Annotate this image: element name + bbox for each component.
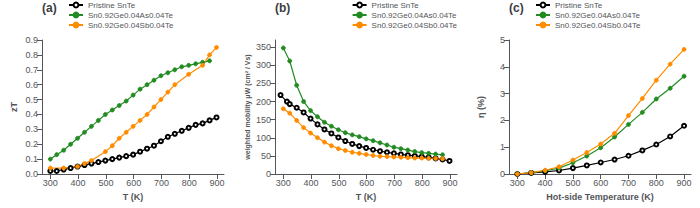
- svg-text:zT: zT: [9, 102, 19, 113]
- svg-text:600: 600: [359, 178, 374, 188]
- svg-text:Sn0.92Ge0.04Sb0.04Te: Sn0.92Ge0.04Sb0.04Te: [555, 21, 641, 30]
- svg-text:600: 600: [126, 178, 141, 188]
- svg-text:800: 800: [415, 178, 430, 188]
- svg-text:Sn0.92Ge0.04As0.04Te: Sn0.92Ge0.04As0.04Te: [555, 11, 641, 20]
- svg-text:800: 800: [182, 178, 197, 188]
- svg-text:T (K): T (K): [356, 192, 377, 202]
- svg-text:500: 500: [98, 178, 113, 188]
- svg-text:5: 5: [500, 35, 505, 45]
- svg-text:700: 700: [621, 178, 636, 188]
- svg-text:600: 600: [593, 178, 608, 188]
- svg-text:0.4: 0.4: [25, 109, 38, 119]
- svg-text:350: 350: [256, 42, 271, 52]
- svg-text:η (%): η (%): [476, 96, 486, 118]
- svg-text:900: 900: [210, 178, 225, 188]
- svg-text:Pristine SnTe: Pristine SnTe: [555, 1, 603, 10]
- svg-text:0.2: 0.2: [25, 139, 38, 149]
- svg-text:0.7: 0.7: [25, 65, 38, 75]
- svg-text:T (K): T (K): [123, 192, 144, 202]
- svg-text:(c): (c): [509, 1, 524, 15]
- svg-text:Hot-side Temperature (K): Hot-side Temperature (K): [546, 192, 653, 202]
- svg-text:0.0: 0.0: [25, 169, 38, 179]
- svg-text:500: 500: [565, 178, 580, 188]
- svg-text:400: 400: [538, 178, 553, 188]
- svg-text:3: 3: [500, 89, 505, 99]
- svg-text:0.1: 0.1: [25, 154, 38, 164]
- svg-text:900: 900: [677, 178, 692, 188]
- svg-text:400: 400: [304, 178, 319, 188]
- svg-text:0.5: 0.5: [25, 95, 38, 105]
- svg-text:(a): (a): [42, 1, 57, 15]
- svg-text:0: 0: [500, 169, 505, 179]
- svg-text:Sn0.92Ge0.04Sb0.04Te: Sn0.92Ge0.04Sb0.04Te: [88, 21, 174, 30]
- svg-text:300: 300: [256, 60, 271, 70]
- svg-text:900: 900: [443, 178, 458, 188]
- svg-text:weighted mobility μW (cm² / Vs: weighted mobility μW (cm² / Vs): [244, 54, 252, 160]
- svg-text:0.9: 0.9: [25, 35, 38, 45]
- svg-text:4: 4: [500, 62, 505, 72]
- svg-text:200: 200: [256, 97, 271, 107]
- svg-text:Pristine SnTe: Pristine SnTe: [372, 1, 420, 10]
- svg-text:300: 300: [276, 178, 291, 188]
- svg-text:(b): (b): [275, 1, 290, 15]
- svg-text:0: 0: [266, 169, 271, 179]
- svg-text:100: 100: [256, 133, 271, 143]
- svg-text:700: 700: [387, 178, 402, 188]
- svg-text:0.8: 0.8: [25, 50, 38, 60]
- svg-text:500: 500: [331, 178, 346, 188]
- svg-text:Sn0.92Ge0.04Sb0.04Te: Sn0.92Ge0.04Sb0.04Te: [372, 21, 458, 30]
- svg-text:0.6: 0.6: [25, 80, 38, 90]
- svg-text:Pristine SnTe: Pristine SnTe: [88, 1, 136, 10]
- svg-text:300: 300: [510, 178, 525, 188]
- svg-text:Sn0.92Ge0.04As0.04Te: Sn0.92Ge0.04As0.04Te: [88, 11, 174, 20]
- svg-text:250: 250: [256, 78, 271, 88]
- svg-text:800: 800: [649, 178, 664, 188]
- svg-text:300: 300: [43, 178, 58, 188]
- svg-text:Sn0.92Ge0.04As0.04Te: Sn0.92Ge0.04As0.04Te: [372, 11, 458, 20]
- svg-text:1: 1: [500, 142, 505, 152]
- svg-text:50: 50: [261, 151, 271, 161]
- svg-text:700: 700: [154, 178, 169, 188]
- svg-text:400: 400: [71, 178, 86, 188]
- svg-text:2: 2: [500, 115, 505, 125]
- svg-text:0.3: 0.3: [25, 124, 38, 134]
- svg-text:150: 150: [256, 115, 271, 125]
